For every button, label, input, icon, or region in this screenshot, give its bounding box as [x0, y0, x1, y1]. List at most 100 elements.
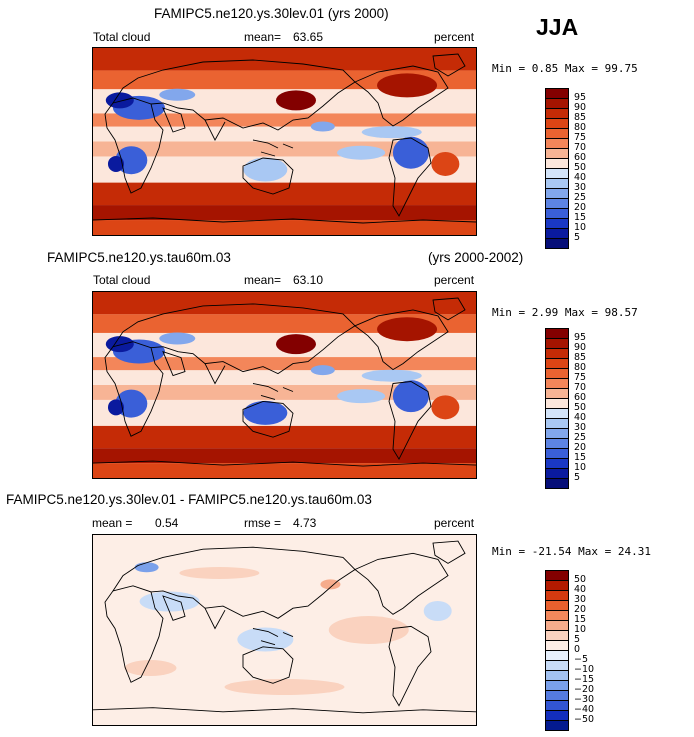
colorbar-tick-label: 50 [574, 162, 587, 173]
field-patch [224, 679, 345, 695]
field-band [93, 182, 476, 206]
colorbar-tick-label: −10 [574, 664, 595, 675]
season-label: JJA [536, 14, 579, 40]
colorbar-tick-label: 60 [574, 152, 587, 163]
coastline [112, 303, 356, 375]
colorbar-tick-label: 85 [574, 352, 587, 363]
colorbar-tick-label: 70 [574, 382, 587, 393]
panel-3-rmse-value: 4.73 [293, 516, 317, 530]
colorbar-tick-label: 40 [574, 412, 587, 423]
coastline [432, 540, 466, 564]
panel-2-mean-value: 63.10 [293, 273, 324, 287]
coastline [162, 350, 226, 385]
field-patch [377, 73, 438, 98]
field-patch [337, 145, 386, 160]
panel-1-mean-value: 63.65 [293, 30, 324, 44]
panel-1-units: percent [434, 30, 475, 44]
field-patch [115, 146, 148, 175]
field-patch [310, 365, 335, 376]
field-band [93, 220, 476, 235]
coastline [93, 707, 476, 714]
field-patch [124, 660, 177, 676]
colorbar-tick-label: −50 [574, 714, 595, 725]
field-patch [431, 395, 460, 420]
colorbar-tick-label: 50 [574, 402, 587, 413]
panel-3-range: Min = -21.54 Max = 24.31 [492, 545, 651, 558]
colorbar-tick-label: −20 [574, 684, 595, 695]
coastline [252, 139, 294, 157]
panel-3-rmse-label: rmse = [244, 516, 282, 530]
colorbar-tick-label: −40 [574, 704, 595, 715]
colorbar-tick-label: 5 [574, 634, 581, 645]
field-patch [377, 317, 438, 342]
coastline [432, 297, 466, 321]
colorbar-tick-label: 90 [574, 102, 587, 113]
colorbar-tick-label: 20 [574, 202, 587, 213]
field-patch [139, 591, 200, 612]
field-patch [310, 121, 335, 132]
coastline [104, 97, 164, 194]
panel-2-title: FAMIPC5.ne120.ys.tau60m.03 [47, 250, 231, 265]
field-patch [361, 126, 422, 139]
colorbar-tick-label: 95 [574, 332, 587, 343]
panel-3-units: percent [434, 516, 475, 530]
field-patch [107, 399, 124, 416]
field-band [93, 448, 476, 464]
colorbar-tick-label: 30 [574, 422, 587, 433]
field-patch [423, 601, 452, 621]
colorbar-tick-label: 85 [574, 112, 587, 123]
colorbar-tick-label: 5 [574, 472, 581, 483]
colorbar-tick-label: 80 [574, 362, 587, 373]
coastline [162, 595, 226, 630]
colorbar-tick-label: 5 [574, 232, 581, 243]
field-patch [275, 90, 316, 111]
field-patch [134, 562, 159, 573]
colorbar-tick-label: 25 [574, 432, 587, 443]
field-patch [159, 88, 196, 101]
colorbar-tick-label: 10 [574, 624, 587, 635]
field-patch [361, 369, 422, 382]
colorbar-tick-label: 75 [574, 372, 587, 383]
colorbar-tick-label: 40 [574, 172, 587, 183]
colorbar-tick-label: 95 [574, 92, 587, 103]
field-patch [431, 151, 460, 176]
field-patch [275, 334, 316, 355]
coastline [388, 625, 432, 707]
colorbar-swatch [545, 478, 569, 489]
coastline [93, 217, 476, 224]
panel-2-map [92, 291, 477, 479]
field-patch [320, 579, 341, 590]
field-band [93, 205, 476, 221]
coastline [242, 646, 294, 684]
coastline [104, 341, 164, 437]
coastline [93, 460, 476, 467]
panel-1-map [92, 47, 477, 236]
colorbar-tick-label: 50 [574, 574, 587, 585]
colorbar-tick-label: 0 [574, 644, 581, 655]
field-band [93, 113, 476, 127]
colorbar-swatch [545, 238, 569, 249]
panel-2-years: (yrs 2000-2002) [428, 250, 524, 265]
panel-3-mean-value: 0.54 [155, 516, 179, 530]
coastline [104, 585, 164, 683]
colorbar-tick-label: 75 [574, 132, 587, 143]
field-patch [237, 627, 294, 652]
colorbar-tick-label: 30 [574, 182, 587, 193]
field-patch [337, 389, 386, 404]
coastline [354, 309, 449, 371]
coastline [388, 381, 432, 461]
colorbar-tick-label: −5 [574, 654, 589, 665]
colorbar-tick-label: 10 [574, 462, 587, 473]
field-patch [243, 157, 288, 182]
colorbar-tick-label: −30 [574, 694, 595, 705]
panel-2-mean-label: mean= [244, 273, 282, 287]
field-patch [105, 92, 134, 109]
colorbar-tick-label: 40 [574, 584, 587, 595]
colorbar-tick-label: 15 [574, 614, 587, 625]
panel-1-variable-label: Total cloud [93, 30, 151, 44]
colorbar-tick-label: 25 [574, 192, 587, 203]
coastline [242, 157, 294, 195]
field-patch [105, 336, 134, 353]
field-patch [179, 567, 260, 579]
panel-2-range: Min = 2.99 Max = 98.57 [492, 306, 638, 319]
